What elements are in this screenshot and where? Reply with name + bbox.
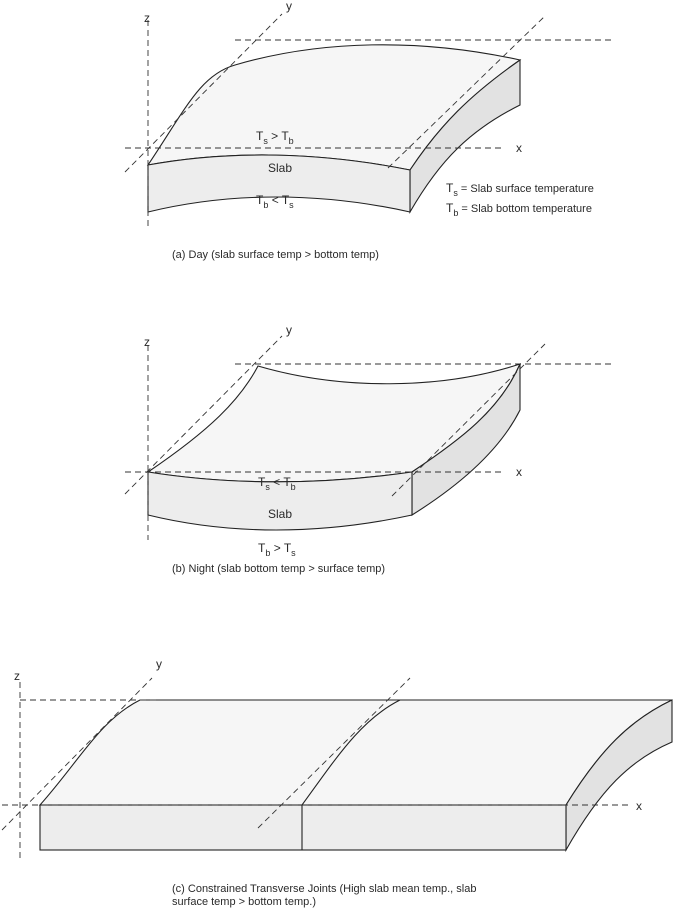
panel-b-bottom-relation: Tb > Ts xyxy=(258,541,296,558)
panel-b-slab-label: Slab xyxy=(268,507,292,521)
panel-b-z-label: z xyxy=(144,335,150,349)
panel-a-slab-side-face xyxy=(409,58,521,215)
panel-c-x-label: x xyxy=(636,799,642,813)
panel-c-constrained-joints: z y x (c) Constrained Transverse Joints … xyxy=(1,657,673,908)
panel-a-slab-front-face xyxy=(147,154,411,213)
panel-a-caption: (a) Day (slab surface temp > bottom temp… xyxy=(172,249,379,261)
panel-b-x-label: x xyxy=(516,465,522,479)
panel-a-slab-label: Slab xyxy=(268,161,292,175)
panel-b-slab-side-face xyxy=(411,363,521,516)
panel-c-transverse-joint xyxy=(301,699,401,806)
panel-a-legend-tb: Tb = Slab bottom temperature xyxy=(446,201,592,218)
panel-a-y-axis xyxy=(124,13,283,173)
panel-a-bottom-relation: Tb < Ts xyxy=(256,193,294,210)
panel-c-joint-reference-line xyxy=(257,677,411,829)
panel-a-x-label: x xyxy=(516,141,522,155)
panel-a-day: z y x Ts > Tb Slab Tb < Ts Ts = Slab sur… xyxy=(124,0,612,261)
panel-c-slab-side-face xyxy=(565,699,673,853)
panel-c-y-label: y xyxy=(156,657,162,671)
panel-a-far-edge-line xyxy=(387,15,546,169)
panel-c-caption-line1: (c) Constrained Transverse Joints (High … xyxy=(172,883,476,895)
panel-b-y-axis xyxy=(124,335,283,495)
panel-c-y-axis xyxy=(1,677,153,831)
panel-b-caption: (b) Night (slab bottom temp > surface te… xyxy=(172,563,385,575)
panel-b-night: z y x Ts < Tb Slab Tb > Ts (b) Night (sl… xyxy=(124,323,612,575)
panel-c-z-label: z xyxy=(14,669,20,683)
panel-b-top-relation: Ts < Tb xyxy=(258,475,296,492)
panel-b-slab-front-face xyxy=(147,471,413,531)
panel-a-legend-ts: Ts = Slab surface temperature xyxy=(446,181,594,198)
panel-a-z-label: z xyxy=(144,11,150,25)
panel-c-caption-line2: surface temp > bottom temp.) xyxy=(172,896,316,908)
panel-c-slab-front-face xyxy=(39,804,567,851)
panel-b-y-label: y xyxy=(286,323,292,337)
panel-a-top-relation: Ts > Tb xyxy=(256,129,294,146)
panel-a-y-label: y xyxy=(286,0,292,13)
panel-b-far-edge-line xyxy=(391,343,546,497)
